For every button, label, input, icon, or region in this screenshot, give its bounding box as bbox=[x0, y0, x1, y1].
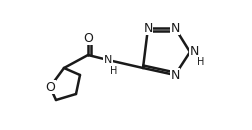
Text: N: N bbox=[189, 44, 199, 57]
Text: O: O bbox=[45, 80, 55, 93]
Text: H: H bbox=[110, 66, 117, 76]
Text: H: H bbox=[196, 57, 204, 67]
Text: N: N bbox=[170, 69, 179, 82]
Text: N: N bbox=[170, 21, 179, 34]
Text: O: O bbox=[83, 31, 92, 44]
Text: N: N bbox=[103, 55, 112, 65]
Text: N: N bbox=[143, 21, 152, 34]
